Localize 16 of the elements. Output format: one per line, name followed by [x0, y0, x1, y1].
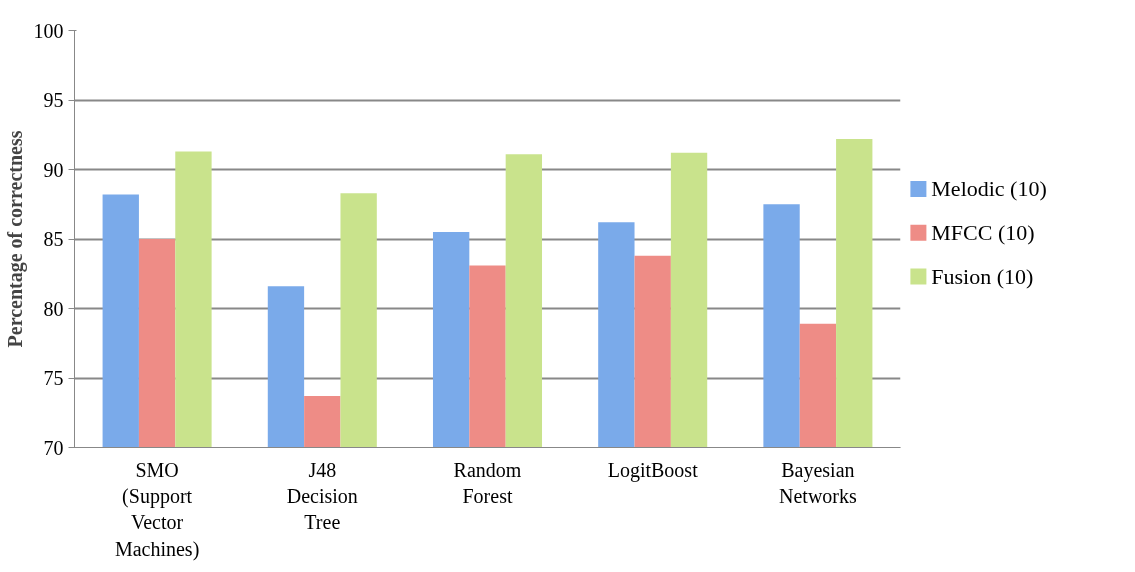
x-tick-label: Bayesian Networks: [779, 458, 857, 507]
y-tick-label: 100: [33, 19, 64, 42]
x-tick-label: LogitBoost: [607, 458, 699, 482]
legend-label: Melodic (10): [931, 176, 1047, 202]
y-axis-title: Percentage of correctness: [3, 130, 27, 348]
y-tick-label: 85: [43, 228, 64, 250]
y-tick-label: 80: [43, 297, 64, 320]
x-tick-label: J48 Decision Tree: [286, 458, 358, 534]
y-tick-label: 90: [43, 158, 64, 181]
x-tick-label: SMO (Support Vector Machines): [114, 458, 200, 561]
y-tick-label: 75: [43, 367, 64, 389]
y-tick-label: 95: [43, 89, 64, 111]
legend-label: MFCC (10): [931, 220, 1035, 246]
x-tick-label: Random Forest: [453, 458, 522, 507]
y-tick-label: 70: [43, 436, 64, 459]
legend-label: Fusion (10): [931, 264, 1034, 290]
